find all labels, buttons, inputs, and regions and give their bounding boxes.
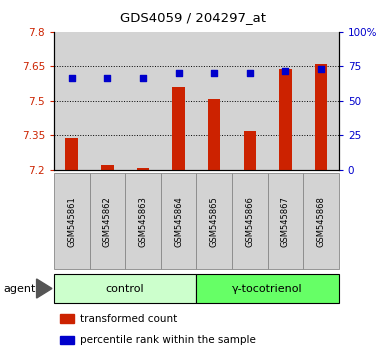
Text: GSM545865: GSM545865	[210, 196, 219, 247]
Bar	[196, 32, 232, 170]
Bar	[279, 69, 291, 170]
FancyBboxPatch shape	[161, 173, 196, 269]
Text: control: control	[106, 284, 144, 293]
Bar	[125, 32, 161, 170]
FancyBboxPatch shape	[90, 173, 125, 269]
Text: GSM545868: GSM545868	[316, 196, 325, 247]
FancyBboxPatch shape	[54, 274, 196, 303]
Text: percentile rank within the sample: percentile rank within the sample	[80, 335, 255, 345]
Bar	[90, 32, 125, 170]
Bar	[54, 32, 90, 170]
Point	[282, 68, 288, 74]
Bar	[315, 64, 327, 170]
Text: GSM545864: GSM545864	[174, 196, 183, 247]
Bar	[161, 32, 196, 170]
Bar	[232, 32, 268, 170]
FancyBboxPatch shape	[196, 173, 232, 269]
Polygon shape	[37, 279, 52, 298]
Text: GSM545866: GSM545866	[245, 196, 254, 247]
Text: transformed count: transformed count	[80, 314, 177, 324]
Bar	[65, 138, 78, 170]
Bar	[101, 165, 114, 170]
FancyBboxPatch shape	[125, 173, 161, 269]
Text: GSM545862: GSM545862	[103, 196, 112, 247]
Point	[140, 75, 146, 81]
FancyBboxPatch shape	[268, 173, 303, 269]
Point	[176, 70, 182, 76]
Text: GSM545863: GSM545863	[139, 196, 147, 247]
Bar	[60, 314, 74, 323]
Point	[69, 75, 75, 81]
Point	[211, 70, 217, 76]
FancyBboxPatch shape	[54, 173, 90, 269]
FancyBboxPatch shape	[303, 173, 339, 269]
Point	[247, 70, 253, 76]
Point	[104, 75, 110, 81]
Text: GSM545867: GSM545867	[281, 196, 290, 247]
Bar	[208, 99, 220, 170]
FancyBboxPatch shape	[232, 173, 268, 269]
Text: γ-tocotrienol: γ-tocotrienol	[232, 284, 303, 293]
Bar	[268, 32, 303, 170]
Text: GDS4059 / 204297_at: GDS4059 / 204297_at	[119, 11, 266, 24]
Bar	[172, 87, 185, 170]
Bar	[303, 32, 339, 170]
Bar	[244, 131, 256, 170]
Bar	[137, 168, 149, 170]
Bar	[60, 336, 74, 344]
Text: agent: agent	[4, 284, 36, 293]
FancyBboxPatch shape	[196, 274, 339, 303]
Point	[318, 66, 324, 72]
Text: GSM545861: GSM545861	[67, 196, 76, 247]
